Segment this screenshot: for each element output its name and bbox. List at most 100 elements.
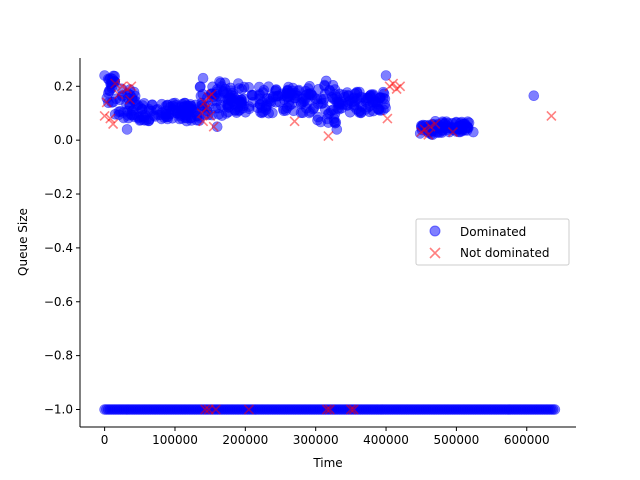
not-dominated-point	[113, 89, 124, 100]
y-tick-label: −1.0	[44, 402, 73, 416]
not-dominated-point	[124, 94, 136, 105]
dominated-point	[146, 105, 157, 117]
dominated-point	[252, 102, 264, 113]
dominated-point	[380, 70, 392, 81]
not-dominated-point	[430, 118, 441, 130]
dominated-point	[379, 93, 391, 105]
not-dominated-point	[117, 81, 128, 92]
not-dominated-point	[324, 404, 335, 415]
dominated-point	[211, 121, 223, 132]
dominated-point	[137, 110, 149, 121]
y-tick-label: 0.0	[54, 133, 73, 147]
x-axis-ticks: 0 100000 200000 300000 400000 500000 600000	[101, 427, 550, 447]
dominated-point	[233, 78, 244, 89]
dominated-point	[297, 107, 309, 119]
x-tick-label: 0	[101, 433, 109, 447]
not-dominated-point	[205, 110, 216, 121]
x-axis-label: Time	[312, 456, 342, 470]
dominated-point	[528, 90, 540, 101]
dominated-point	[283, 81, 294, 93]
dominated-point	[197, 72, 209, 84]
dominated-point	[267, 91, 279, 103]
legend-label-not-dominated: Not dominated	[460, 246, 549, 260]
not-dominated-point	[200, 404, 211, 415]
not-dominated-point	[348, 404, 359, 415]
dominated-point	[334, 88, 346, 100]
dominated-point	[197, 89, 209, 100]
dominated-point	[312, 98, 324, 109]
dominated-point	[375, 105, 386, 116]
not-dominated-point	[395, 81, 406, 92]
not-dominated-point	[126, 81, 137, 92]
y-tick-label: −0.8	[44, 349, 73, 363]
not-dominated-point	[208, 121, 219, 132]
not-dominated-point	[243, 404, 254, 415]
legend-marker-not-dominated	[429, 247, 441, 259]
y-axis-label: Queue Size	[16, 208, 30, 276]
not-dominated-point	[321, 404, 332, 415]
not-dominated-point	[425, 121, 436, 132]
not-dominated-point	[388, 78, 399, 89]
not-dominated-point	[382, 113, 393, 124]
dominated-point	[281, 91, 293, 102]
dominated-point	[370, 96, 382, 107]
not-dominated-point	[206, 89, 217, 100]
not-dominated-point	[108, 118, 119, 130]
dominated-point	[320, 75, 332, 87]
x-tick-label: 300000	[293, 433, 339, 447]
dominated-point	[298, 96, 310, 107]
dominated-point	[240, 107, 251, 118]
x-tick-label: 200000	[222, 433, 268, 447]
not-dominated-point	[447, 127, 458, 138]
dominated-point	[158, 112, 170, 123]
dominated-point	[115, 106, 126, 117]
dominated-point	[312, 114, 323, 126]
dominated-point	[182, 103, 193, 114]
dominated-point	[121, 124, 133, 135]
not-dominated-point	[423, 129, 434, 140]
dominated-point	[355, 91, 367, 103]
dominated-point	[248, 90, 259, 101]
dominated-point	[238, 93, 250, 105]
not-dominated-point	[198, 116, 209, 127]
dominated-point	[258, 85, 270, 96]
not-dominated-point	[323, 131, 334, 142]
not-dominated-point	[210, 404, 221, 415]
y-tick-label: −0.2	[44, 187, 73, 201]
dominated-point	[549, 404, 561, 415]
x-tick-label: 100000	[152, 433, 198, 447]
x-tick-label: 500000	[433, 433, 479, 447]
dominated-point	[337, 99, 349, 110]
x-tick-label: 400000	[363, 433, 409, 447]
legend-box	[415, 218, 570, 266]
dominated-point	[180, 112, 191, 124]
dominated-point	[467, 126, 479, 138]
y-tick-label: 0.2	[54, 79, 73, 93]
not-dominated-point	[419, 124, 430, 135]
y-axis-ticks: 0.2 0.0 −0.2 −0.4 −0.6 −0.8 −1.0	[44, 79, 80, 416]
dominated-point	[444, 126, 455, 138]
legend: Dominated Not dominated	[415, 218, 570, 266]
not-dominated-point	[345, 404, 356, 415]
not-dominated-point	[105, 113, 116, 124]
dominated-point	[229, 92, 241, 104]
legend-label-dominated: Dominated	[460, 225, 526, 239]
legend-marker-dominated	[429, 225, 441, 237]
dominated-point	[458, 118, 469, 130]
dominated-point	[132, 99, 143, 111]
x-tick-label: 600000	[504, 433, 550, 447]
dominated-point	[356, 101, 368, 112]
dominated-point	[331, 124, 343, 135]
not-dominated-point	[99, 110, 110, 121]
not-dominated-point	[101, 97, 112, 108]
not-dominated-point	[201, 102, 212, 113]
y-tick-label: −0.6	[44, 295, 73, 309]
not-dominated-point	[110, 78, 121, 89]
dominated-point	[167, 98, 179, 109]
data-points	[99, 70, 561, 415]
y-tick-label: −0.4	[44, 241, 73, 255]
dominated-point	[278, 105, 290, 117]
not-dominated-point	[546, 110, 557, 121]
not-dominated-point	[289, 116, 300, 127]
